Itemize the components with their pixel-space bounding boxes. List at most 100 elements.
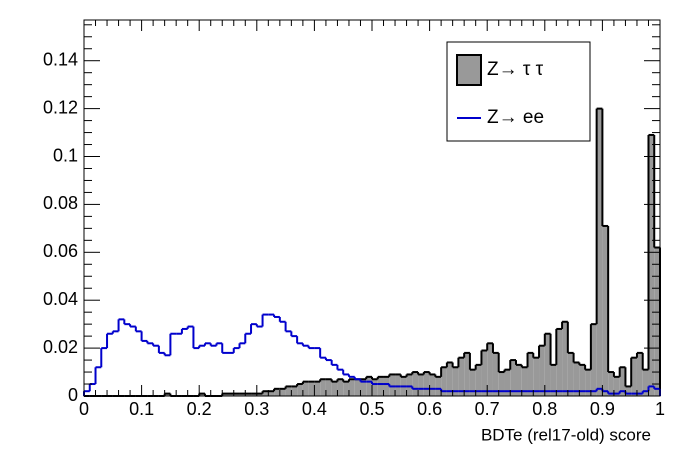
- histogram-bar: [544, 333, 551, 396]
- legend-label: Z→ τ τ: [487, 59, 544, 80]
- histogram-bar: [608, 372, 614, 396]
- histogram-bar: [636, 352, 643, 396]
- histogram-bar: [464, 352, 470, 396]
- histogram-bar: [366, 376, 372, 396]
- histogram-bar: [274, 388, 280, 396]
- x-tick-label: 0.4: [302, 399, 327, 419]
- histogram-bar: [498, 372, 505, 396]
- histogram-bar: [625, 386, 632, 396]
- histogram-bar: [222, 393, 228, 396]
- histogram-bar: [533, 357, 540, 396]
- histogram-bar: [492, 352, 499, 396]
- y-tick-label: 0.02: [43, 337, 78, 357]
- histogram-bar: [539, 345, 545, 396]
- histogram-bar: [228, 393, 234, 396]
- histogram-bar: [567, 352, 574, 396]
- histogram-bar: [487, 343, 493, 396]
- histogram-bar: [648, 134, 655, 396]
- histogram-bar: [452, 367, 459, 396]
- x-tick-label: 0.1: [129, 399, 154, 419]
- histogram-bar: [481, 350, 488, 396]
- histogram-bar: [348, 379, 355, 396]
- histogram-bar: [245, 393, 252, 396]
- histogram-bar: [297, 384, 303, 396]
- histogram-bar: [164, 393, 171, 396]
- histogram-bar: [233, 393, 240, 396]
- histogram-bar: [331, 381, 338, 396]
- histogram-bar: [654, 247, 660, 396]
- histogram-bar: [585, 369, 591, 396]
- histogram-bar: [596, 108, 603, 397]
- histogram-bar: [389, 374, 396, 396]
- histogram-bar: [510, 360, 516, 396]
- histogram-bar: [372, 379, 378, 396]
- x-tick-label: 0.9: [590, 399, 615, 419]
- histogram-bar: [314, 381, 321, 396]
- y-tick-label: 0.12: [43, 97, 78, 117]
- y-tick-label: 0.08: [43, 193, 78, 213]
- histogram-bar: [556, 328, 563, 396]
- histogram-bar: [360, 379, 367, 396]
- histogram-bar: [516, 364, 522, 396]
- y-tick-label: 0.14: [43, 49, 78, 69]
- histogram-bar: [579, 364, 586, 396]
- histogram-bar: [446, 362, 453, 396]
- histogram-bar: [256, 393, 263, 396]
- legend-swatch: [456, 54, 482, 86]
- histogram-bar: [308, 381, 315, 396]
- histogram-bar: [395, 374, 401, 396]
- histogram-bar: [251, 393, 257, 396]
- histogram-bar: [435, 376, 442, 396]
- histogram-bar: [613, 376, 620, 396]
- histogram-bar: [279, 388, 286, 396]
- histogram-bar: [602, 225, 609, 396]
- histogram-bar: [590, 324, 597, 396]
- histogram-bar: [383, 376, 390, 396]
- histogram-bar: [262, 391, 269, 396]
- histogram-bar: [337, 379, 344, 396]
- histogram-bar: [343, 381, 349, 396]
- x-tick-label: 0.8: [532, 399, 557, 419]
- x-tick-label: 0.7: [475, 399, 500, 419]
- histogram-bar: [527, 352, 534, 396]
- histogram-bar: [354, 379, 361, 396]
- y-tick-label: 0: [68, 385, 78, 405]
- x-axis-label: BDTe (rel17-old) score: [481, 425, 651, 444]
- histogram-bar: [268, 391, 275, 396]
- histogram-bar: [418, 374, 424, 396]
- histogram-bar: [320, 379, 326, 396]
- x-tick-label: 0.6: [417, 399, 442, 419]
- x-tick-label: 0.2: [187, 399, 212, 419]
- x-tick-label: 0: [79, 399, 89, 419]
- histogram-bar: [291, 386, 298, 396]
- histogram-bar: [521, 367, 528, 396]
- histogram-bar: [302, 381, 309, 396]
- histogram-bar: [550, 364, 557, 396]
- histogram-bar: [429, 374, 436, 396]
- histogram-bar: [412, 372, 419, 396]
- histogram-bar: [469, 369, 476, 396]
- x-tick-label: 1: [655, 399, 665, 419]
- legend-label: Z→ ee: [487, 107, 544, 128]
- histogram-bar: [573, 362, 580, 396]
- histogram-bar: [285, 386, 292, 396]
- histogram-bar: [377, 376, 384, 396]
- histogram-bar: [423, 372, 430, 396]
- histogram-bar: [475, 364, 482, 396]
- histogram-bar: [562, 321, 568, 396]
- y-tick-label: 0.04: [43, 289, 78, 309]
- histogram-bar: [199, 393, 205, 396]
- histogram-bar: [619, 367, 626, 396]
- histogram-bar: [631, 357, 637, 396]
- histogram-bar: [239, 393, 246, 396]
- histogram-bar: [504, 369, 511, 396]
- x-tick-label: 0.3: [244, 399, 269, 419]
- histogram-bar: [642, 369, 649, 396]
- y-tick-label: 0.1: [53, 145, 78, 165]
- histogram-bar: [325, 379, 332, 396]
- histogram-bar: [458, 357, 465, 396]
- x-tick-label: 0.5: [359, 399, 384, 419]
- histogram-bar: [441, 367, 447, 396]
- y-tick-label: 0.06: [43, 241, 78, 261]
